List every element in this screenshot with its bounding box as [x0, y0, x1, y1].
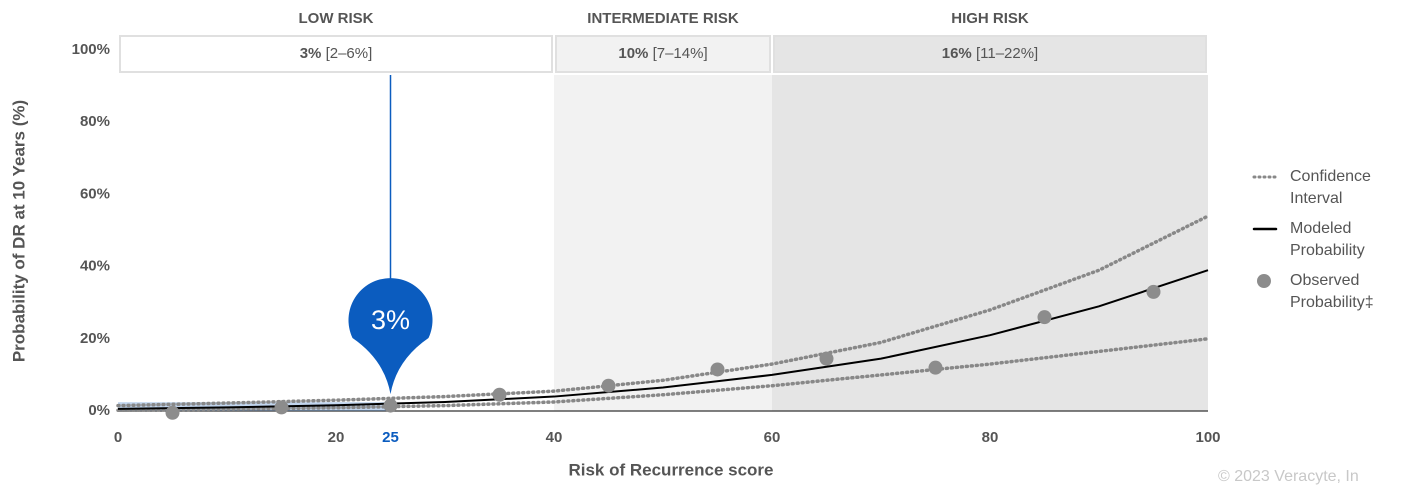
x-tick-label: 20 [328, 429, 345, 446]
legend-label: Confidence Interval [1290, 168, 1371, 207]
y-axis-title: Probability of DR at 10 Years (%) [9, 100, 28, 362]
marker-pin [348, 278, 433, 395]
observed-point [710, 362, 725, 377]
observed-point [274, 400, 289, 415]
band-interval: [2–6%] [326, 45, 373, 62]
legend: Confidence Interval Modeled Probability Ob… [1252, 166, 1374, 322]
risk-band [554, 75, 772, 411]
legend-dot [1257, 274, 1271, 288]
legend-swatch [1252, 227, 1278, 231]
observed-point [383, 398, 398, 413]
observed-point [819, 351, 834, 366]
x-tick-label: 60 [764, 429, 781, 446]
y-tick-label: 20% [80, 330, 110, 347]
confidence-line [116, 337, 1210, 413]
x-tick-label: 100 [1195, 429, 1220, 446]
y-tick-label: 60% [80, 185, 110, 202]
band-title: HIGH RISK [951, 10, 1029, 27]
observed-point [492, 387, 507, 402]
observed-point [1037, 310, 1052, 325]
y-tick-label: 80% [80, 113, 110, 130]
x-axis-title: Risk of Recurrence score [568, 460, 773, 479]
marker-label: 3% [371, 305, 410, 335]
risk-band [772, 75, 1208, 411]
band-estimate: 16% [11–22%] [942, 45, 1038, 62]
x-tick-label: 0 [114, 429, 122, 446]
band-header-box [119, 35, 553, 73]
band-title: LOW RISK [299, 10, 374, 27]
band-value: 10% [618, 45, 648, 62]
risk-band [118, 75, 554, 411]
legend-item: Modeled Probability [1252, 218, 1372, 262]
modeled-line [117, 269, 1209, 410]
observed-point [601, 378, 616, 393]
observed-point [165, 405, 180, 420]
band-interval: [11–22%] [976, 45, 1038, 62]
y-tick-label: 40% [80, 258, 110, 275]
band-value: 3% [300, 45, 322, 62]
x-tick-label: 80 [982, 429, 999, 446]
confidence-line [116, 214, 1210, 408]
legend-item: Confidence Interval [1252, 166, 1372, 210]
legend-item: Observed Probability‡ [1252, 270, 1374, 314]
observed-point [1146, 284, 1161, 299]
copyright: © 2023 Veracyte, In [1218, 468, 1359, 485]
y-tick-label: 100% [72, 41, 110, 58]
band-value: 16% [942, 45, 972, 62]
band-header-box [773, 35, 1207, 73]
band-estimate: 3% [2–6%] [300, 45, 373, 62]
band-interval: [7–14%] [653, 45, 708, 62]
legend-label: Observed Probability‡ [1290, 272, 1374, 311]
marker-x-label: 25 [382, 429, 399, 446]
x-tick-label: 40 [546, 429, 563, 446]
observed-point [928, 360, 943, 375]
legend-swatch [1252, 175, 1278, 179]
band-header-box [555, 35, 771, 73]
legend-label: Modeled Probability [1290, 220, 1365, 259]
band-title: INTERMEDIATE RISK [587, 10, 739, 27]
y-tick-label: 0% [88, 402, 110, 419]
legend-swatch [1257, 274, 1271, 288]
band-estimate: 10% [7–14%] [618, 45, 707, 62]
